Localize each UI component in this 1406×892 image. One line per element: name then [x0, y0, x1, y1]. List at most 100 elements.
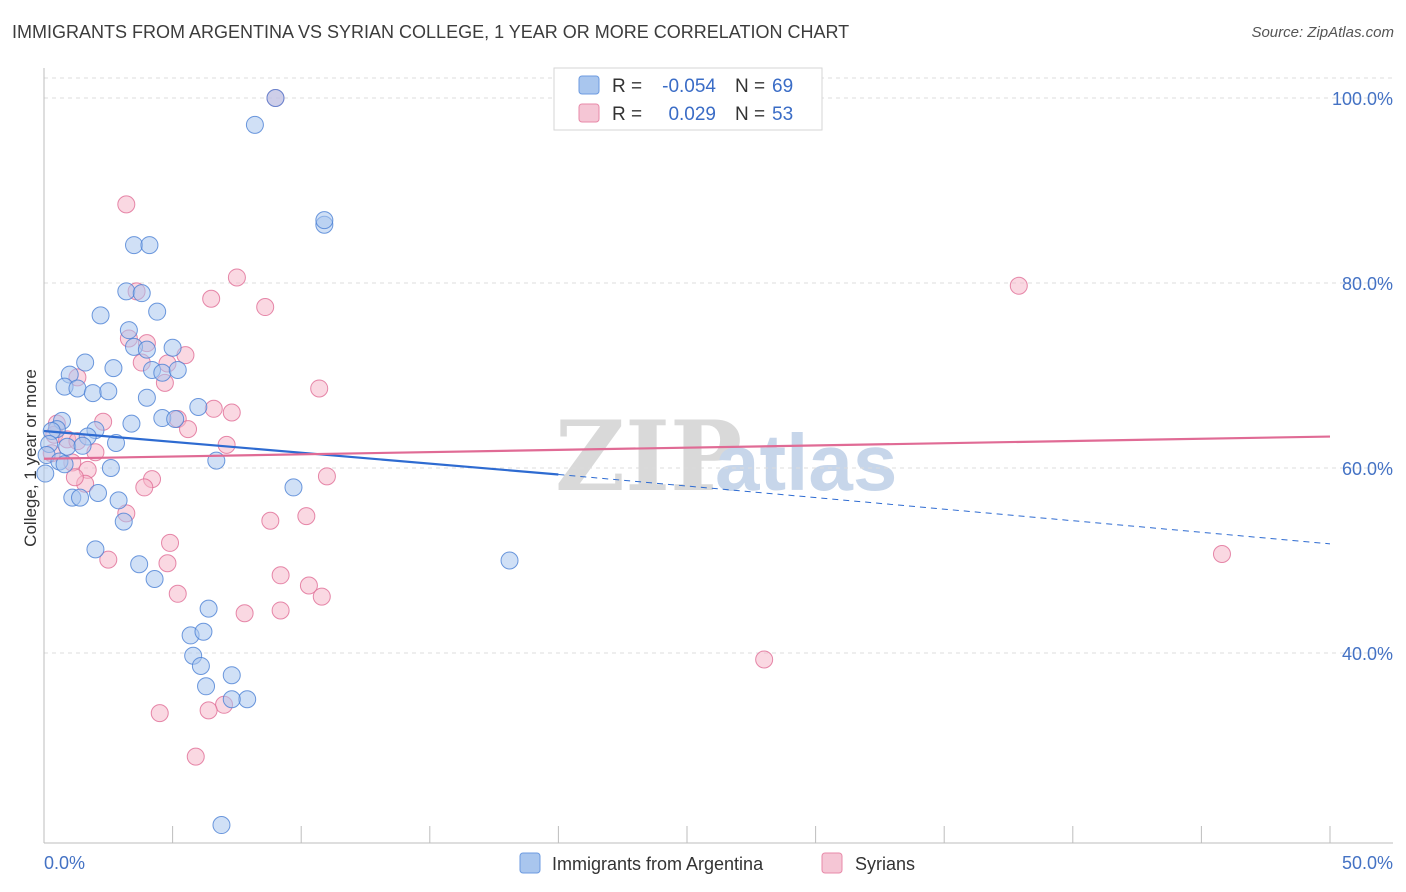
blue-point [83, 384, 102, 403]
legend-swatch-syrians [578, 103, 600, 123]
watermark: ZIP atlas [555, 400, 897, 513]
watermark-atlas: atlas [715, 418, 897, 507]
pink-point [310, 379, 329, 398]
legend-r-label-1: R = [612, 76, 642, 97]
chart-title: IMMIGRANTS FROM ARGENTINA VS SYRIAN COLL… [12, 22, 850, 42]
blue-point [101, 459, 120, 477]
blue-point [99, 382, 118, 401]
legend-r-label-2: R = [612, 104, 642, 125]
series-legend: Immigrants from Argentina Syrians [519, 852, 915, 874]
pink-point [65, 468, 84, 487]
y-tick-label: 40.0% [1342, 644, 1393, 664]
series-swatch-syrians [821, 852, 843, 874]
pink-point [1212, 545, 1231, 564]
blue-point [191, 656, 210, 675]
pink-point [271, 566, 290, 585]
blue-point [125, 236, 144, 255]
pink-point [256, 298, 275, 317]
legend-r-value-1: -0.054 [662, 76, 716, 97]
pink-point [199, 701, 218, 720]
trend-lines [43, 429, 1331, 545]
blue-point [76, 353, 95, 372]
blue-point [284, 478, 303, 497]
y-tick-label: 100.0% [1332, 89, 1393, 109]
blue-point [137, 340, 156, 359]
blue-point [71, 488, 90, 507]
x-tick-label-max: 50.0% [1342, 853, 1393, 873]
blue-point [114, 512, 133, 531]
blue-point [222, 666, 241, 685]
argentina-trend-line [43, 429, 559, 476]
blue-point [36, 464, 55, 483]
blue-point [58, 437, 77, 456]
legend-n-label-2: N = [735, 104, 765, 125]
blue-point [145, 570, 164, 588]
pink-point [204, 399, 223, 418]
y-tick-label: 60.0% [1342, 459, 1393, 479]
y-axis-label: College, 1 year or more [21, 369, 40, 547]
pink-point [297, 507, 316, 526]
source-credit: Source: ZipAtlas.com [1251, 24, 1394, 41]
pink-point [755, 650, 774, 669]
blue-point [55, 455, 74, 474]
blue-point [104, 359, 123, 378]
blue-point [137, 388, 156, 407]
pink-point [235, 604, 254, 623]
series-swatch-argentina [519, 852, 541, 874]
pink-point [186, 747, 205, 766]
argentina-points [36, 89, 519, 835]
pink-point [312, 587, 331, 606]
blue-point [91, 306, 110, 325]
blue-point [122, 414, 141, 433]
blue-point [245, 115, 264, 134]
blue-point [148, 302, 167, 321]
blue-point [166, 409, 185, 428]
pink-point [99, 550, 118, 569]
pink-point [168, 584, 187, 603]
blue-point [168, 360, 187, 379]
blue-point [197, 677, 216, 696]
pink-point [202, 289, 221, 308]
legend-n-value-1: 69 [772, 76, 793, 97]
pink-point [227, 268, 246, 287]
blue-point [212, 816, 231, 835]
blue-point [315, 211, 334, 230]
pink-point [299, 576, 318, 595]
legend-n-value-2: 53 [772, 104, 793, 125]
blue-point [194, 622, 213, 641]
blue-point [132, 284, 151, 303]
series-label-argentina: Immigrants from Argentina [552, 854, 764, 874]
pink-point [135, 478, 154, 497]
pink-point [117, 195, 136, 214]
pink-point [179, 420, 198, 439]
blue-point [163, 338, 182, 357]
syrians-trend-line [43, 435, 1331, 460]
blue-point [222, 690, 241, 709]
blue-point [89, 483, 108, 502]
pink-point [222, 403, 241, 422]
legend-r-value-2: 0.029 [668, 104, 716, 125]
gridlines: 40.0% 60.0% 80.0% 100.0% [44, 77, 1393, 664]
blue-point [109, 491, 128, 510]
pink-point [271, 601, 290, 620]
blue-point [86, 540, 105, 559]
blue-point [238, 690, 257, 709]
pink-point [150, 704, 169, 723]
watermark-zip: ZIP [555, 400, 742, 513]
blue-point [119, 321, 138, 340]
blue-point [140, 236, 159, 255]
blue-point [199, 599, 218, 618]
argentina-trend-extension [558, 473, 1331, 545]
pink-point [261, 511, 280, 530]
blue-point [189, 397, 208, 416]
blue-point [266, 89, 285, 107]
blue-point [73, 436, 92, 455]
blue-point [68, 379, 87, 398]
pink-point [158, 554, 177, 573]
legend-n-label-1: N = [735, 76, 765, 97]
blue-point [500, 551, 519, 570]
x-tick-label-min: 0.0% [44, 853, 85, 873]
pink-point [161, 533, 180, 552]
blue-point [107, 434, 126, 453]
